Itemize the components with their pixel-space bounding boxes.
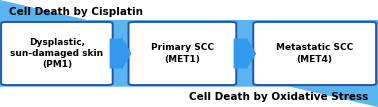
Text: Metastatic SCC
(MET4): Metastatic SCC (MET4)	[276, 43, 353, 64]
Polygon shape	[234, 37, 256, 70]
Text: Primary SCC
(MET1): Primary SCC (MET1)	[151, 43, 214, 64]
Polygon shape	[0, 0, 378, 87]
FancyBboxPatch shape	[253, 22, 376, 85]
Text: Dysplastic,
sun-damaged skin
(PM1): Dysplastic, sun-damaged skin (PM1)	[10, 38, 104, 69]
Polygon shape	[0, 20, 378, 107]
Text: Cell Death by Cisplatin: Cell Death by Cisplatin	[9, 7, 143, 17]
Text: Cell Death by Oxidative Stress: Cell Death by Oxidative Stress	[189, 92, 369, 102]
FancyBboxPatch shape	[1, 22, 113, 85]
Polygon shape	[110, 37, 132, 70]
FancyBboxPatch shape	[129, 22, 236, 85]
